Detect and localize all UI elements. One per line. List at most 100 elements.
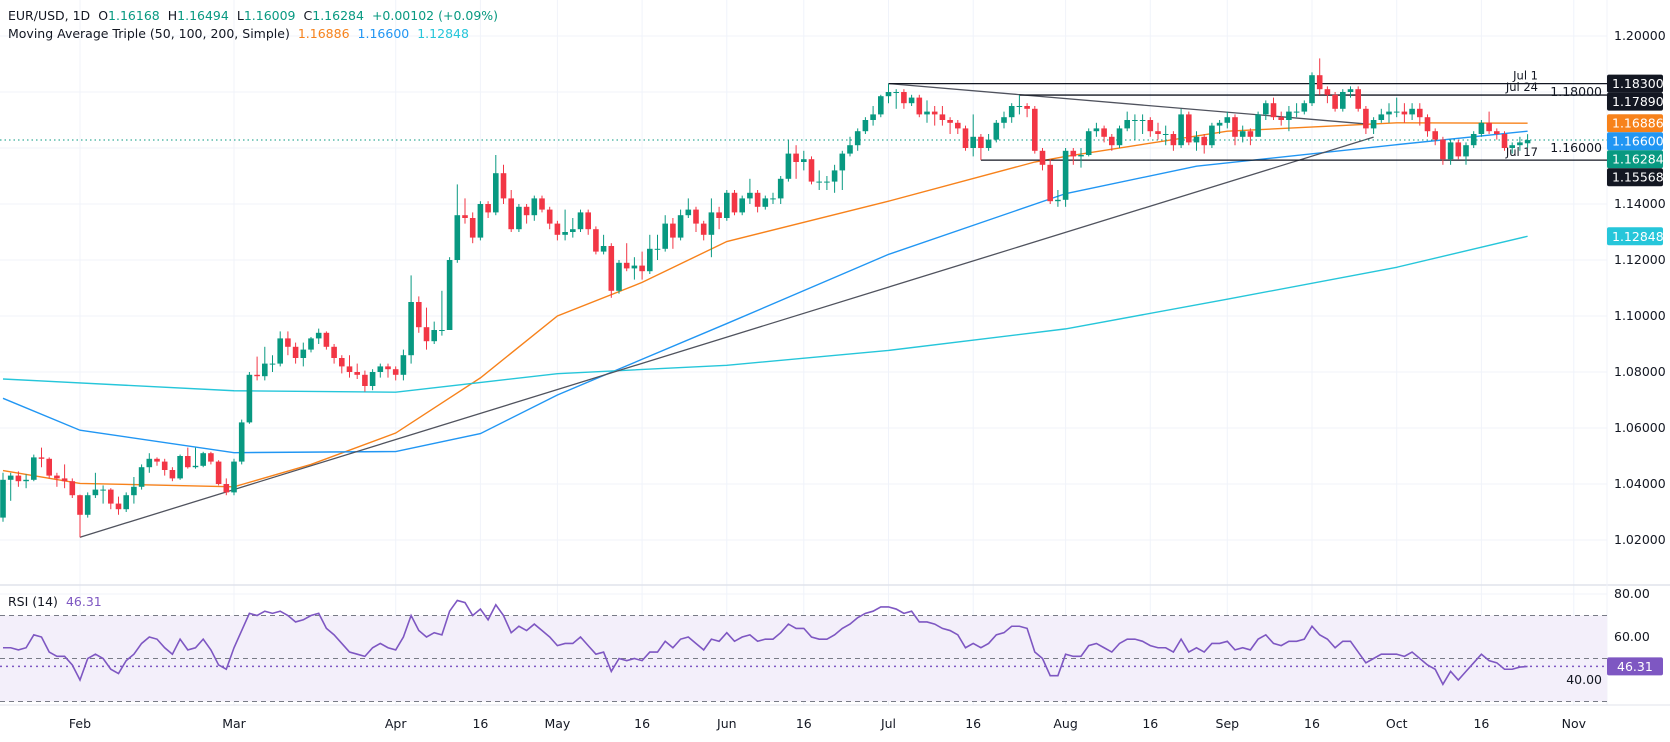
candle[interactable] [115,496,122,515]
candle[interactable] [377,363,384,378]
candle[interactable] [901,89,907,109]
candle[interactable] [1293,103,1300,118]
candle[interactable] [647,234,653,274]
candle[interactable] [23,474,29,489]
candle[interactable] [493,155,499,216]
candle[interactable] [993,120,1000,143]
candle[interactable] [138,464,145,490]
candle[interactable] [15,471,22,487]
candle[interactable] [577,209,584,232]
candle[interactable] [169,467,176,482]
candle[interactable] [985,134,992,151]
candle[interactable] [593,226,599,255]
candle[interactable] [7,472,14,501]
candle[interactable] [677,209,684,241]
candle[interactable] [608,243,615,298]
candle[interactable] [639,251,645,280]
candle[interactable] [262,346,268,381]
candle[interactable] [1139,114,1146,134]
candle[interactable] [54,472,60,487]
candle[interactable] [431,321,437,344]
candle[interactable] [292,342,299,364]
candle[interactable] [546,206,553,230]
candle[interactable] [885,83,892,104]
candle[interactable] [1524,134,1531,148]
candle[interactable] [416,296,422,333]
candle[interactable] [84,492,91,518]
candle[interactable] [708,198,715,258]
candle[interactable] [893,89,899,109]
candle[interactable] [1201,134,1207,154]
candle[interactable] [1309,72,1315,106]
candle[interactable] [185,447,191,469]
candle[interactable] [0,472,6,522]
candle[interactable] [408,275,414,364]
candle[interactable] [924,100,930,123]
candle[interactable] [123,492,129,512]
candle[interactable] [1470,131,1477,148]
candle[interactable] [562,209,568,241]
candle[interactable] [38,447,45,468]
candle[interactable] [793,145,799,179]
candle[interactable] [1124,111,1130,132]
candle[interactable] [215,460,222,486]
candle[interactable] [277,331,283,367]
candle[interactable] [200,451,206,468]
candle[interactable] [1047,159,1053,204]
candle[interactable] [485,201,491,218]
candle[interactable] [46,457,52,479]
candle[interactable] [1109,134,1115,151]
candle[interactable] [392,366,399,381]
candle[interactable] [1486,111,1492,134]
candle[interactable] [931,106,938,126]
candle[interactable] [1132,114,1138,140]
candle[interactable] [1278,111,1284,126]
candle[interactable] [1370,117,1377,134]
candle[interactable] [454,184,461,263]
candle[interactable] [315,328,322,344]
candle[interactable] [1216,120,1223,134]
candle[interactable] [31,454,37,482]
candle[interactable] [508,190,514,232]
candle[interactable] [1263,100,1269,120]
candle[interactable] [1332,92,1338,112]
candle[interactable] [1393,97,1400,118]
candle[interactable] [570,218,576,238]
candle[interactable] [747,178,753,204]
candle[interactable] [531,195,538,221]
candle[interactable] [585,209,591,235]
candle[interactable] [862,117,869,134]
candle[interactable] [469,212,476,244]
candle[interactable] [539,195,545,213]
candle[interactable] [439,290,445,336]
candle[interactable] [1239,125,1246,143]
candle[interactable] [731,190,738,216]
candle[interactable] [1463,142,1469,165]
candle[interactable] [1078,148,1084,168]
candle[interactable] [1517,136,1523,151]
candle[interactable] [831,164,838,193]
candle[interactable] [1501,131,1508,151]
candle[interactable] [1324,86,1331,104]
candle[interactable] [654,234,661,260]
candle[interactable] [1409,103,1415,120]
candle[interactable] [662,215,668,252]
candle[interactable] [1363,106,1369,134]
candle[interactable] [1378,108,1385,123]
candle[interactable] [878,94,884,118]
candle[interactable] [816,170,822,190]
candle[interactable] [693,206,699,232]
candle[interactable] [208,451,214,465]
candle[interactable] [362,370,368,392]
candle[interactable] [1270,97,1277,120]
candle[interactable] [1401,103,1408,123]
candle[interactable] [978,134,984,161]
candle[interactable] [1055,190,1061,207]
candle[interactable] [331,344,337,364]
candle[interactable] [1001,111,1007,129]
candle[interactable] [1062,148,1069,207]
candle[interactable] [801,150,807,171]
candle[interactable] [1032,106,1038,154]
candle[interactable] [238,419,245,465]
